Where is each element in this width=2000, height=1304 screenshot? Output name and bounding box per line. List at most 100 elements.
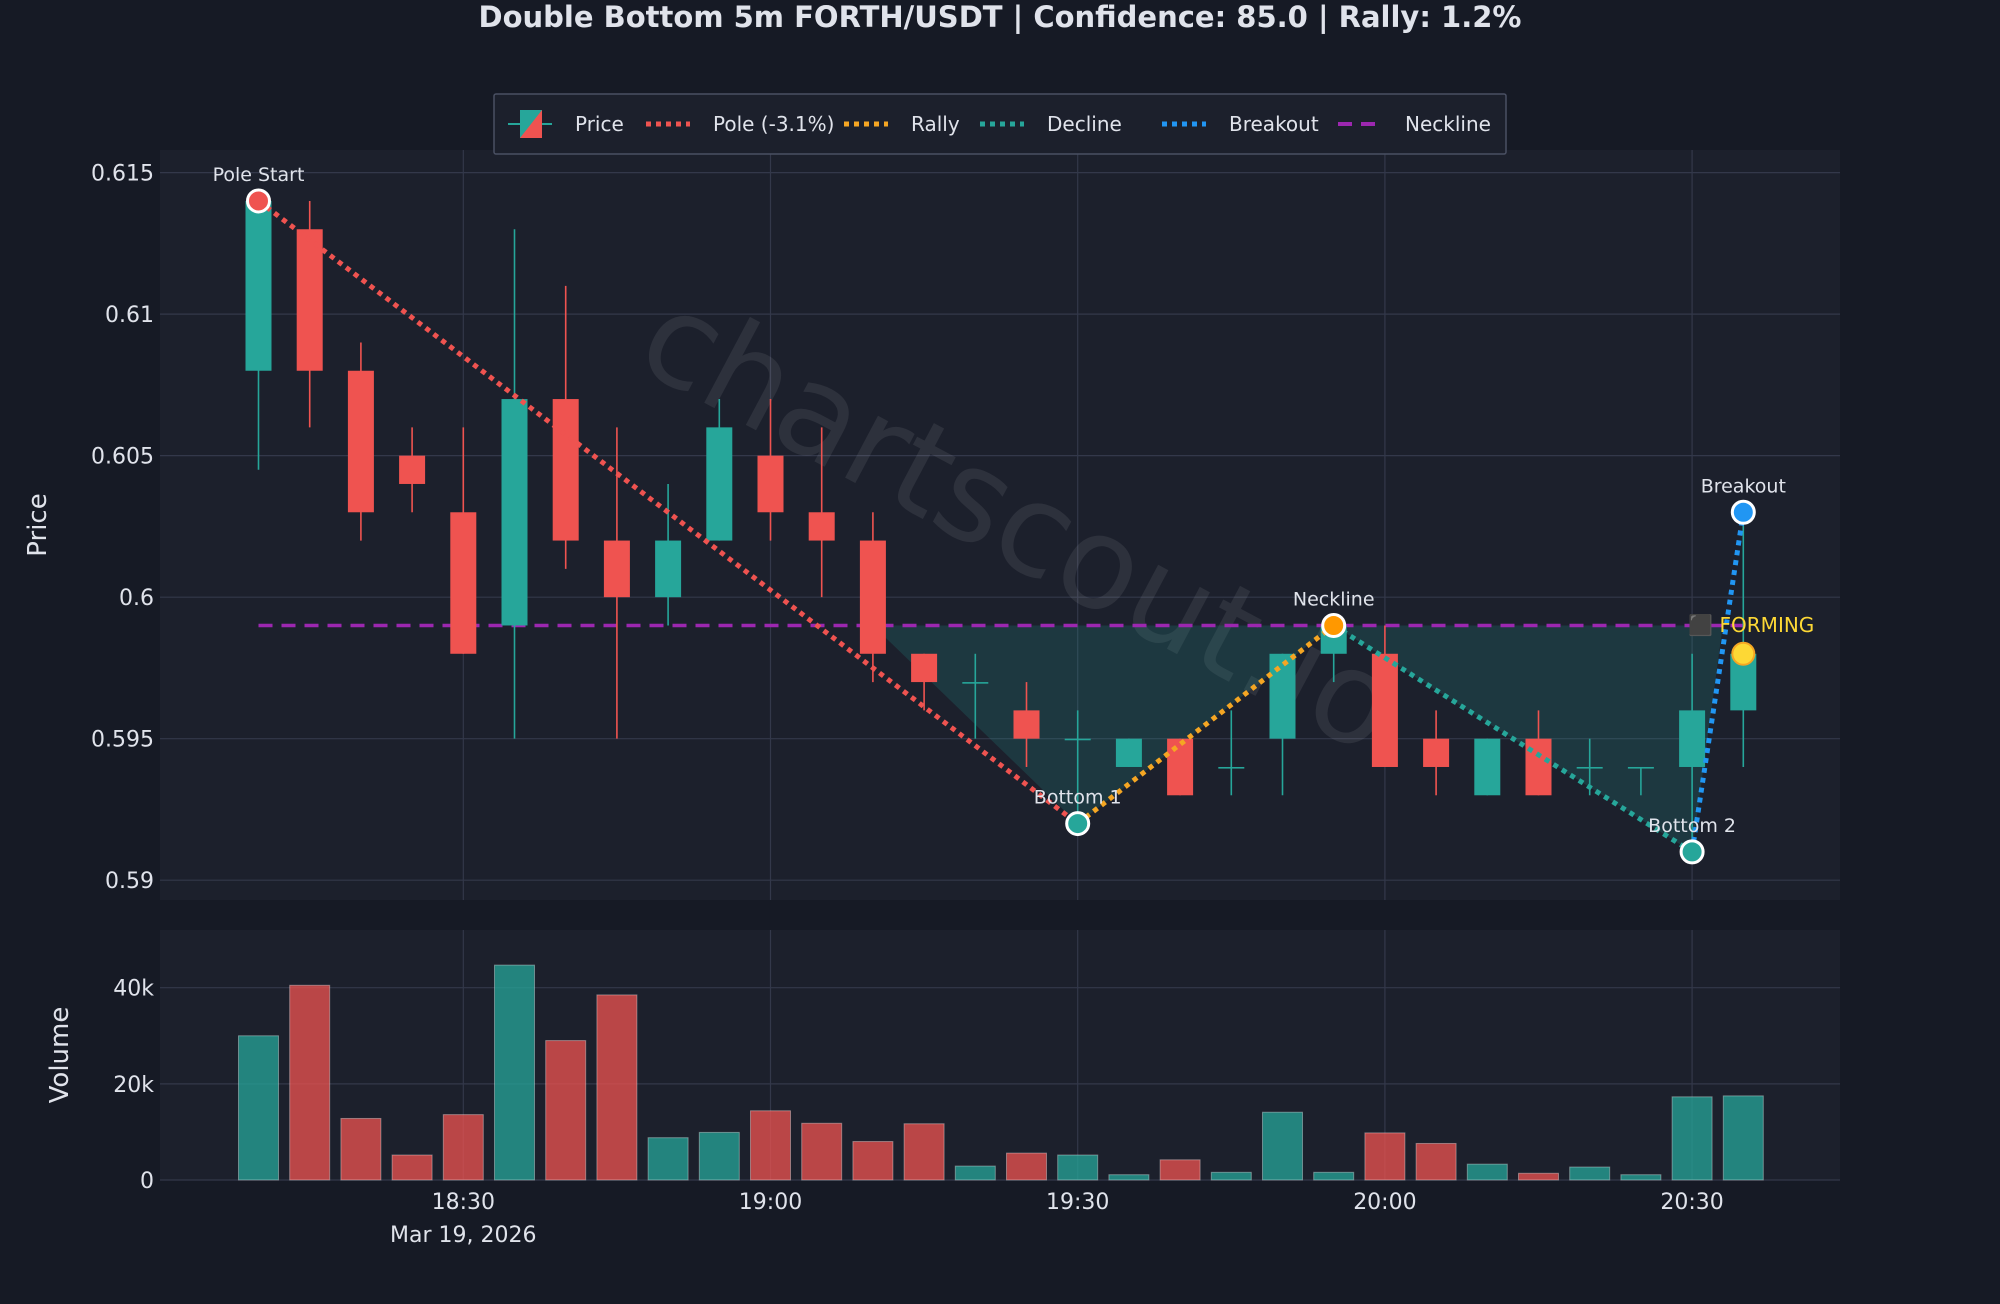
volume-bar [1569, 1166, 1611, 1181]
candle [962, 653, 989, 739]
legend-label: Breakout [1229, 112, 1319, 136]
candle-body [1115, 738, 1142, 767]
marker-label: Bottom 2 [1648, 815, 1736, 837]
candle [757, 399, 784, 541]
x-tick-label: 19:30 [1046, 1190, 1109, 1215]
price-tick-label: 0.61 [105, 303, 154, 328]
candle-body [501, 399, 528, 626]
volume-bar [340, 1117, 382, 1181]
volume-tick-label: 0 [140, 1169, 154, 1194]
candle-body [399, 455, 426, 484]
legend-label: Rally [911, 112, 960, 136]
volume-bar [1620, 1174, 1662, 1181]
candle [1218, 710, 1245, 796]
candle-body [1627, 766, 1654, 769]
legend: Price Pole (-3.1%) Rally Decline Breakout Nec… [493, 93, 1507, 155]
candle [1679, 653, 1706, 852]
price-tick-label: 0.59 [105, 869, 154, 894]
volume-tick-label: 20k [113, 1073, 154, 1098]
forming-label: ⬛ FORMING [1688, 613, 1814, 637]
x-tick-label: 19:00 [739, 1190, 802, 1215]
candle-body [757, 455, 784, 513]
candle-body [808, 512, 835, 541]
volume-bar [852, 1141, 894, 1181]
decline-line [1332, 623, 1694, 855]
price-tick-label: 0.615 [91, 162, 154, 187]
volume-bar [1313, 1171, 1355, 1181]
volume-bar [1415, 1142, 1457, 1181]
candle [603, 427, 630, 739]
candle [552, 285, 579, 569]
volume-bar [1210, 1171, 1252, 1181]
candle-body [859, 540, 886, 654]
candle [1064, 710, 1091, 824]
volume-bar [442, 1114, 484, 1181]
candle-body [1064, 738, 1091, 741]
volume-bar [1722, 1095, 1764, 1181]
marker-dot [1321, 612, 1347, 638]
candle-body [962, 682, 989, 684]
volume-bar [1262, 1111, 1303, 1181]
candle-body [1423, 738, 1450, 767]
volume-axis-title: Volume [45, 1007, 75, 1104]
candle-body [911, 653, 938, 683]
volume-bar [1159, 1159, 1201, 1181]
legend-symbol-price [508, 110, 552, 138]
candle [347, 342, 374, 541]
candle-body [1679, 710, 1706, 767]
candle-body [1269, 653, 1296, 739]
candle [399, 427, 426, 513]
marker-label: Neckline [1293, 588, 1375, 610]
volume-tick-label: 40k [113, 977, 154, 1002]
legend-label: Price [575, 112, 624, 136]
x-tick-label: 20:00 [1353, 1190, 1416, 1215]
volume-bar [1057, 1154, 1099, 1181]
marker-dot [1679, 839, 1705, 865]
candle-body [245, 200, 272, 371]
volume-bar [698, 1131, 740, 1181]
volume-bar [1671, 1096, 1713, 1181]
x-tick-label: 18:30 [432, 1190, 495, 1215]
candle-body [1013, 710, 1040, 739]
candle [1730, 512, 1757, 767]
volume-bar [1006, 1152, 1047, 1181]
price-axis-title: Price [23, 493, 53, 556]
volume-bar [1518, 1172, 1559, 1181]
candle-body [1218, 766, 1245, 769]
volume-bar [1364, 1132, 1406, 1181]
volume-panel-bg [160, 930, 1840, 1180]
marker-label: Breakout [1701, 475, 1786, 497]
candle-body [603, 540, 630, 598]
x-tick-date-label: Mar 19, 2026 [390, 1223, 536, 1248]
volume-bar [391, 1154, 433, 1181]
candle [1423, 710, 1450, 796]
pattern-shaded-region [872, 625, 1723, 852]
candle [808, 427, 835, 598]
candle [501, 229, 528, 739]
candle [1627, 766, 1654, 796]
candle [859, 512, 886, 683]
forming-dot [1731, 641, 1756, 666]
candle [911, 653, 938, 711]
price-tick-label: 0.605 [91, 445, 154, 470]
volume-bar [954, 1165, 996, 1181]
candle-body [1474, 738, 1501, 796]
volume-bar [903, 1123, 945, 1181]
volume-bar [801, 1122, 843, 1181]
volume-bar [545, 1040, 587, 1181]
candle-body [1576, 766, 1603, 769]
volume-bar [647, 1137, 689, 1181]
candle [1013, 682, 1040, 767]
volume-bar [238, 1035, 279, 1181]
pole-line [256, 198, 1080, 826]
candle [706, 399, 733, 541]
x-tick-label: 20:30 [1660, 1190, 1723, 1215]
marker-label: Pole Start [213, 164, 305, 186]
candle-body [1371, 653, 1398, 767]
price-panel-bg [160, 150, 1840, 900]
volume-bar [1466, 1163, 1508, 1181]
candle-body [296, 229, 323, 371]
volume-bar [1108, 1174, 1150, 1181]
candle-body [552, 399, 579, 541]
